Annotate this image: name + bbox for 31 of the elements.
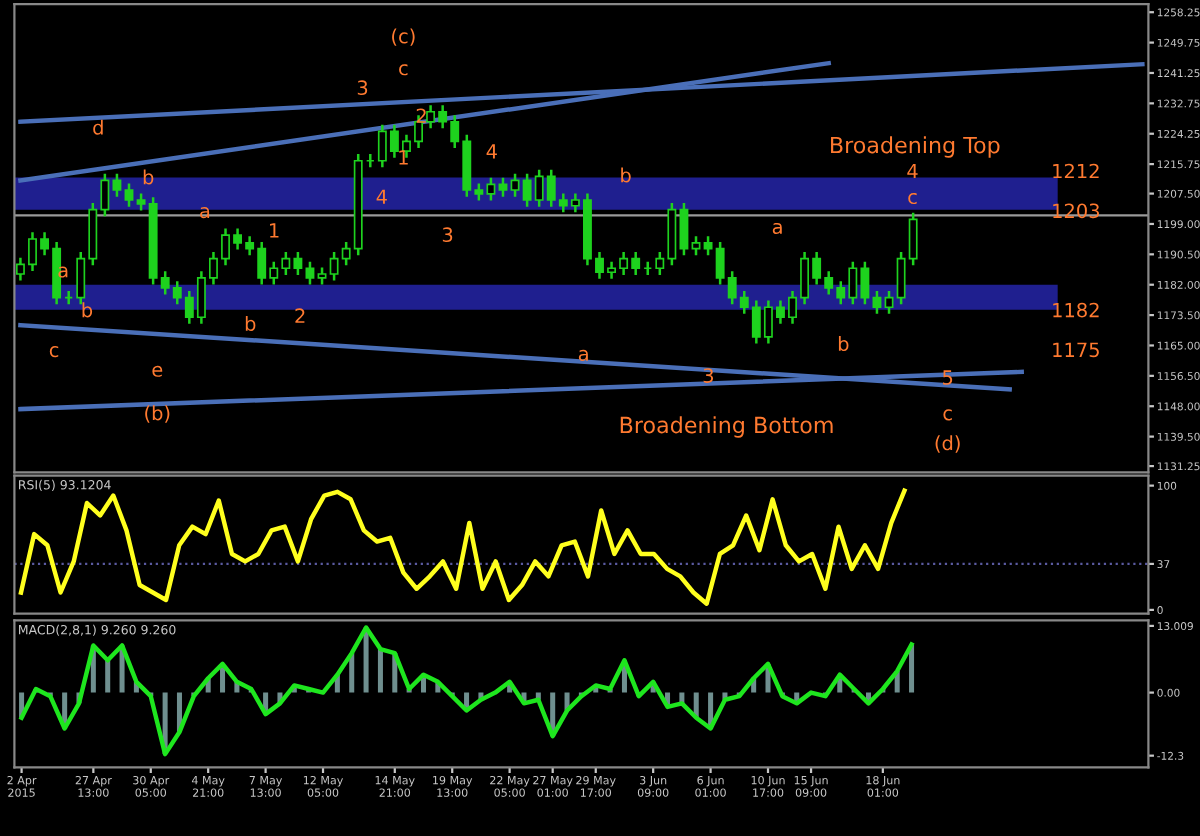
annotation: 3 (703, 368, 714, 383)
annotation: 3 (357, 80, 368, 96)
annotation: (b) (145, 405, 170, 423)
annotation: 1 (399, 150, 408, 165)
annotation: 1 (270, 223, 279, 238)
annotation: c (943, 409, 952, 421)
annotation: (c) (392, 28, 415, 46)
annotation: 2 (295, 308, 305, 323)
annotation: c (399, 64, 408, 76)
annotation: c (908, 192, 917, 205)
annotation: 4 (376, 189, 387, 204)
annotation: e (152, 365, 163, 377)
annotation: 1203 (1053, 203, 1100, 219)
annotation: 4 (486, 144, 497, 159)
annotation: b (82, 302, 93, 318)
annotation: d (93, 119, 103, 135)
annotation: 2 (416, 108, 426, 123)
annotation: 1212 (1053, 163, 1099, 179)
annotation: Broadening Bottom (620, 416, 833, 438)
annotation: 1182 (1053, 302, 1099, 318)
annotation: (d) (935, 435, 960, 453)
annotation: b (143, 169, 154, 185)
annotation: a (772, 222, 782, 235)
annotation: b (245, 315, 256, 331)
annotation: Broadening Top (831, 136, 1000, 158)
annotation: c (49, 346, 59, 358)
annotation: b (838, 336, 849, 352)
annotation: 4 (907, 163, 918, 179)
annotation: 3 (442, 227, 453, 243)
annotation: 1175 (1053, 342, 1099, 358)
annotation: a (578, 349, 588, 361)
